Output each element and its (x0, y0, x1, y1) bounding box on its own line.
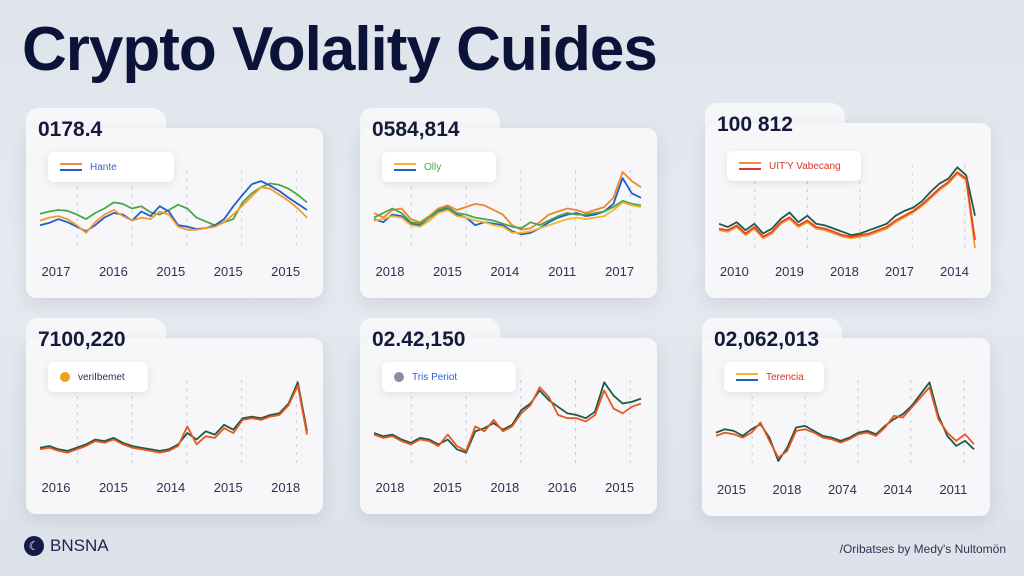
x-tick-label: 2015 (214, 264, 243, 279)
line-chart: 2017 2016 2015 2015 2015 (39, 170, 308, 279)
page-title: Crypto Volality Cuides (22, 15, 658, 84)
chart-title-value: 02,062,013 (714, 328, 820, 351)
x-tick-label: 2015 (99, 480, 128, 495)
x-tick-label: 2017 (42, 264, 71, 279)
x-tick-label: 2018 (271, 480, 300, 495)
series-line-yellow (373, 201, 642, 234)
line-chart: 2016 2015 2014 2015 2018 (39, 380, 308, 495)
chart-legend: Tris Periot (382, 362, 516, 392)
series-line-darkgreen (373, 381, 642, 454)
chart-card: 02.42,150 2018 2015 2018 2016 2015 Tris Periot (360, 318, 657, 514)
legend-marker-icon (394, 372, 404, 382)
chart-legend: Olly (382, 152, 496, 182)
chart-title-value: 100 812 (717, 113, 793, 136)
brand-logo: ☾ BNSNA (24, 536, 109, 556)
x-tick-label: 2016 (99, 264, 128, 279)
series-line-orange (373, 171, 642, 231)
legend-label: UIT'Y Vabecang (769, 160, 841, 172)
chart-card: 02,062,013 2015 2018 2074 2014 2011 Terencia (702, 318, 990, 516)
line-chart: 2018 2015 2018 2016 2015 (373, 380, 642, 495)
series-line-darkgreen (715, 381, 975, 462)
legend-swatch-icon (60, 163, 82, 171)
line-chart: 2010 2019 2018 2017 2014 (718, 165, 976, 279)
series-line-red (718, 171, 976, 241)
x-tick-label: 2015 (433, 264, 462, 279)
line-chart: 2018 2015 2014 2011 2017 (373, 170, 642, 279)
x-tick-label: 2015 (433, 480, 462, 495)
brand-emblem-icon: ☾ (24, 536, 44, 556)
x-tick-label: 2015 (214, 480, 243, 495)
series-line-green (373, 199, 642, 230)
x-tick-label: 2015 (717, 482, 746, 497)
x-tick-label: 2018 (830, 264, 859, 279)
chart-title-value: 02.42,150 (372, 328, 466, 351)
x-tick-label: 2011 (548, 264, 576, 279)
x-tick-label: 2018 (772, 482, 801, 497)
series-line-orange (39, 384, 308, 454)
chart-title-value: 0178.4 (38, 118, 103, 141)
legend-marker-icon (60, 372, 70, 382)
x-tick-label: 2017 (885, 264, 914, 279)
x-tick-label: 2018 (376, 480, 405, 495)
chart-legend: veriIbemet (48, 362, 148, 392)
legend-swatch-icon (739, 162, 761, 170)
chart-card: 100 812 2010 2019 2018 2017 2014 UIT'Y Vabecan… (705, 103, 991, 298)
series-line-orange (39, 186, 308, 234)
series-line-orange (373, 386, 642, 452)
series-line-darkgreen (718, 166, 976, 236)
legend-swatch-icon (394, 163, 416, 171)
x-tick-label: 2015 (605, 480, 634, 495)
x-tick-label: 2014 (940, 264, 969, 279)
x-tick-label: 2014 (490, 264, 519, 279)
chart-title-value: 7100,220 (38, 328, 126, 351)
x-tick-label: 2011 (939, 482, 967, 497)
chart-card: 7100,220 2016 2015 2014 2015 2018 veriIbemet (26, 318, 323, 514)
legend-label: Olly (424, 161, 442, 173)
x-tick-label: 2010 (720, 264, 749, 279)
credit-text: /Oribatses by Medy's Nultomön (839, 542, 1006, 556)
series-line-darkgreen (39, 381, 308, 452)
x-tick-label: 2014 (156, 480, 185, 495)
x-tick-label: 2016 (548, 480, 577, 495)
x-tick-label: 2015 (156, 264, 185, 279)
x-tick-label: 2016 (42, 480, 71, 495)
chart-card: 0584,814 2018 2015 2014 2011 2017 Olly (360, 108, 657, 298)
legend-label: veriIbemet (78, 371, 125, 383)
chart-legend: Hante (48, 152, 174, 182)
x-tick-label: 2015 (271, 264, 300, 279)
x-tick-label: 2074 (828, 482, 857, 497)
x-tick-label: 2018 (376, 264, 405, 279)
legend-label: Tris Periot (412, 371, 458, 383)
series-line-orange (718, 172, 976, 249)
x-tick-label: 2018 (490, 480, 519, 495)
line-chart: 2015 2018 2074 2014 2011 (715, 380, 975, 497)
chart-title-value: 0584,814 (372, 118, 460, 141)
brand-name: BNSNA (50, 536, 109, 555)
x-tick-label: 2014 (883, 482, 912, 497)
series-line-orange (715, 386, 975, 459)
legend-label: Terencia (766, 371, 804, 383)
legend-swatch-icon (736, 373, 758, 381)
chart-card: 0178.4 2017 2016 2015 2015 2015 Hante (26, 108, 323, 298)
legend-label: Hante (90, 161, 117, 173)
x-tick-label: 2017 (605, 264, 634, 279)
x-tick-label: 2019 (775, 264, 804, 279)
chart-legend: UIT'Y Vabecang (727, 151, 861, 181)
series-line-blue (373, 177, 642, 236)
chart-legend: Terencia (724, 362, 824, 392)
